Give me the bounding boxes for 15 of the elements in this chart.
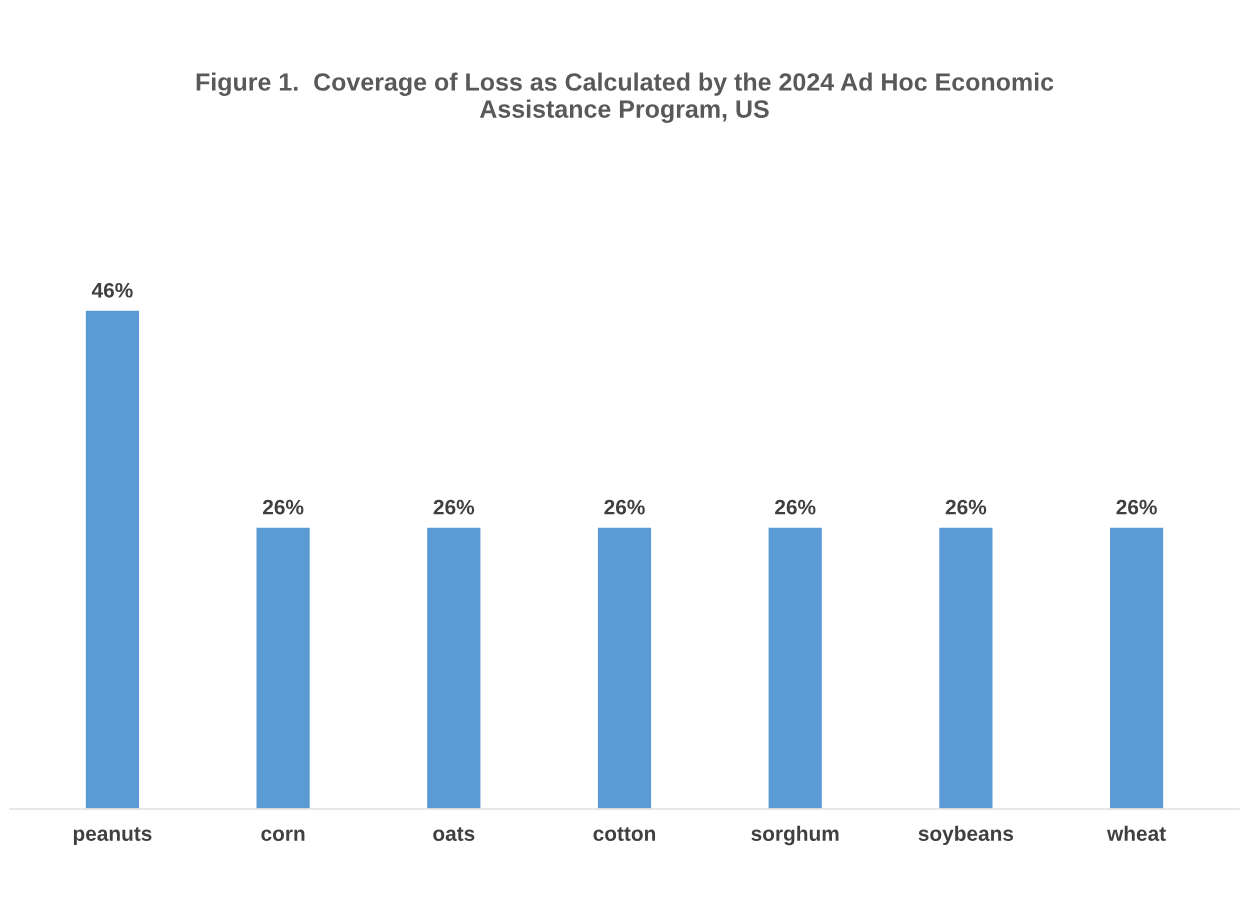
data-label: 26% <box>433 499 475 515</box>
data-label: 26% <box>1116 499 1157 515</box>
x-tick-label: wheat <box>1107 825 1166 841</box>
x-tick-label: cotton <box>593 827 656 841</box>
x-tick-label: oats <box>433 827 475 841</box>
data-label: 26% <box>775 499 816 515</box>
x-tick-label: sorghum <box>751 825 839 846</box>
data-label: 26% <box>262 499 304 515</box>
x-tick-label: soybeans <box>918 825 1014 846</box>
chart-title: Figure 1. Coverage of Loss as Calculated by the 2024 Ad Hoc Economic Assistance Program, US <box>196 72 1054 123</box>
data-label: 46% <box>91 282 133 298</box>
x-tick-label: corn <box>261 829 305 841</box>
data-label: 26% <box>945 499 987 515</box>
data-label: 26% <box>604 499 645 515</box>
x-tick-label: peanuts <box>73 827 152 846</box>
